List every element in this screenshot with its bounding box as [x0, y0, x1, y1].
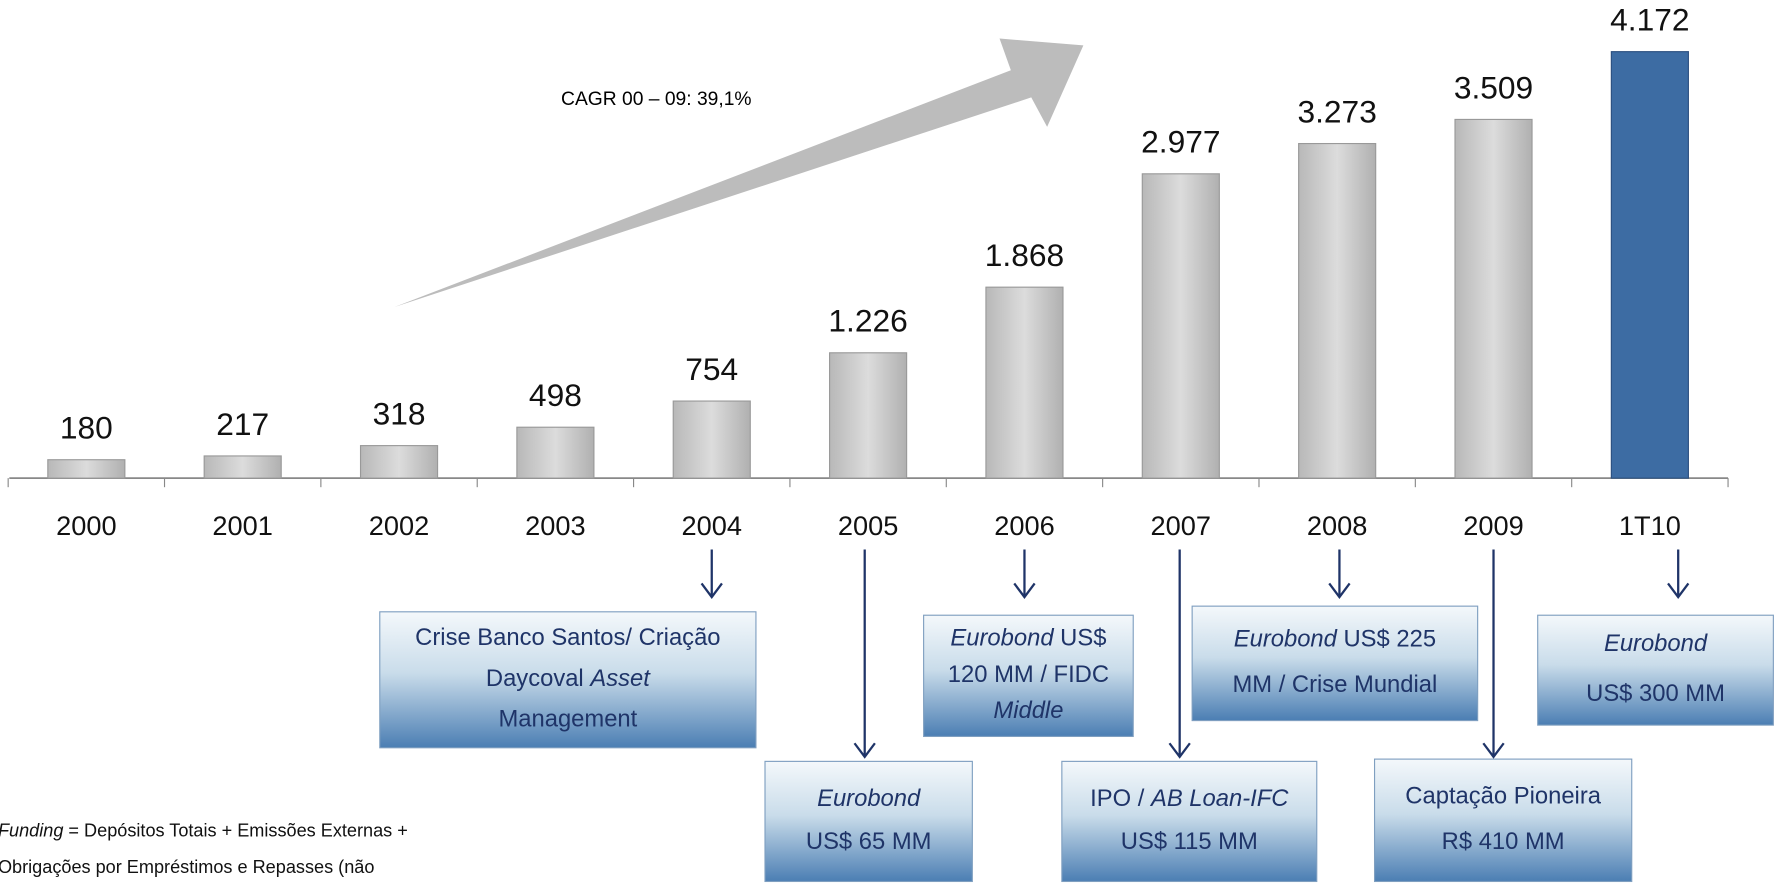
- event-arrow-head: [1168, 742, 1191, 759]
- x-tick-label: 2004: [682, 510, 742, 541]
- text-run: US$ 300 MM: [1586, 680, 1725, 707]
- text-run: Eurobond: [1234, 626, 1338, 653]
- text-run: = Depósitos Totais + Emissões Externas +: [63, 820, 407, 840]
- text-run: Eurobond: [1604, 631, 1708, 658]
- x-tick-label: 2009: [1463, 510, 1523, 541]
- text-run: 120 MM / FIDC: [948, 661, 1109, 688]
- value-label: 4.172: [1610, 2, 1689, 38]
- footnote: Obrigações por Empréstimos e Repasses (n…: [0, 857, 374, 877]
- annotation: CAGR 00 – 09: 39,1%: [561, 89, 751, 110]
- text-run: AB Loan-IFC: [1149, 785, 1289, 812]
- x-tick-label: 1T10: [1619, 510, 1681, 541]
- value-label: 1.226: [828, 303, 907, 339]
- growth-arrow: [394, 38, 1084, 308]
- event-text: MM / Crise Mundial: [1232, 671, 1437, 698]
- value-label: 754: [685, 351, 738, 387]
- footnote: Funding = Depósitos Totais + Emissões Ex…: [0, 820, 408, 840]
- text-run: Funding: [0, 820, 63, 840]
- event-arrow-head: [1667, 582, 1690, 599]
- text-run: Eurobond: [950, 625, 1054, 652]
- x-tick-label: 2001: [212, 510, 272, 541]
- text-run: Middle: [993, 697, 1063, 724]
- text-run: US$ 225: [1337, 626, 1436, 653]
- bar: [985, 286, 1064, 479]
- bar: [829, 352, 908, 479]
- event-arrow-head: [853, 742, 876, 759]
- event-text: 120 MM / FIDC: [948, 661, 1109, 688]
- text-run: R$ 410 MM: [1442, 828, 1565, 855]
- event-text: Eurobond: [1604, 631, 1708, 658]
- value-label: 2.977: [1141, 124, 1220, 160]
- event-box: [1061, 760, 1318, 883]
- event-box: [1373, 758, 1633, 883]
- bar: [1298, 142, 1377, 479]
- event-box: [1537, 614, 1774, 726]
- text-run: Eurobond: [817, 785, 921, 812]
- x-tick-label: 2008: [1307, 510, 1367, 541]
- value-label: 498: [529, 377, 582, 413]
- text-run: US$ 65 MM: [806, 828, 932, 855]
- event-text: US$ 65 MM: [806, 828, 932, 855]
- event-text: Daycoval Asset: [486, 665, 651, 692]
- event-box: [1191, 605, 1479, 722]
- text-run: Asset: [588, 665, 651, 692]
- text-run: US$ 115 MM: [1121, 828, 1258, 855]
- x-tick-label: 2005: [838, 510, 898, 541]
- bar: [1454, 118, 1533, 479]
- text-run: Obrigações por Empréstimos e Repasses (n…: [0, 857, 374, 877]
- bar: [672, 400, 751, 479]
- event-arrow-head: [700, 582, 723, 599]
- event-box: [764, 760, 973, 883]
- value-label: 3.273: [1297, 93, 1376, 129]
- event-text: R$ 410 MM: [1442, 828, 1565, 855]
- event-text: Crise Banco Santos/ Criação: [415, 624, 720, 651]
- text-run: Management: [498, 706, 637, 733]
- event-text: Eurobond: [817, 785, 921, 812]
- x-tick-label: 2003: [525, 510, 585, 541]
- text-run: IPO /: [1090, 785, 1151, 812]
- x-tick-label: 2000: [56, 510, 116, 541]
- value-label: 217: [216, 406, 269, 442]
- event-box: [923, 614, 1134, 738]
- text-run: Daycoval: [486, 665, 590, 692]
- bar: [359, 445, 439, 479]
- bar: [47, 459, 126, 479]
- x-tick-label: 2002: [369, 510, 429, 541]
- event-arrow-head: [1013, 582, 1036, 599]
- x-tick-label: 2007: [1151, 510, 1211, 541]
- event-arrow-head: [1482, 742, 1505, 759]
- text-run: Captação Pioneira: [1405, 783, 1601, 810]
- value-label: 318: [373, 396, 426, 432]
- event-text: Management: [498, 706, 637, 733]
- text-run: US$: [1054, 625, 1107, 652]
- bar: [1610, 51, 1689, 479]
- event-box: [379, 611, 757, 749]
- event-arrow-head: [1328, 582, 1351, 599]
- value-label: 180: [60, 410, 113, 446]
- event-text: US$ 300 MM: [1586, 680, 1725, 707]
- event-text: Middle: [993, 697, 1063, 724]
- x-tick-label: 2006: [994, 510, 1054, 541]
- bar: [203, 455, 282, 479]
- bar: [1141, 173, 1220, 479]
- event-text: Captação Pioneira: [1405, 783, 1601, 810]
- event-text: Eurobond US$: [950, 625, 1106, 652]
- bar: [516, 426, 595, 479]
- text-run: Crise Banco Santos/ Criação: [415, 624, 720, 651]
- value-label: 1.868: [985, 237, 1064, 273]
- event-text: Eurobond US$ 225: [1234, 626, 1436, 653]
- text-run: MM / Crise Mundial: [1232, 671, 1437, 698]
- event-text: US$ 115 MM: [1121, 828, 1258, 855]
- value-label: 3.509: [1454, 69, 1533, 105]
- event-text: IPO / AB Loan-IFC: [1090, 785, 1289, 812]
